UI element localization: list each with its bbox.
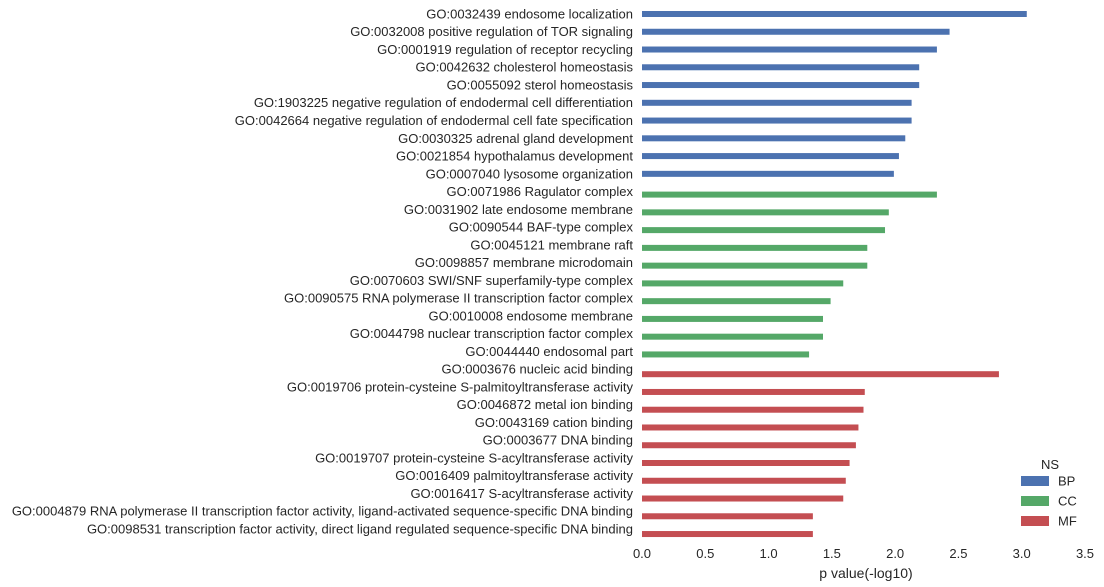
category-label: GO:0016409 palmitoyltransferase activity [395,468,633,483]
x-tick-label: 2.0 [886,546,904,561]
category-label: GO:0090575 RNA polymerase II transcripti… [284,291,633,306]
category-label: GO:0030325 adrenal gland development [398,131,633,146]
category-label: GO:0004879 RNA polymerase II transcripti… [12,504,633,519]
bar-cc [642,315,823,322]
category-label: GO:0019706 protein-cysteine S-palmitoylt… [287,379,634,394]
bar-mf [642,442,856,449]
category-label: GO:0046872 metal ion binding [457,397,633,412]
bar-cc [642,227,886,234]
bar-bp [642,135,906,142]
category-label: GO:0044440 endosomal part [465,344,633,359]
legend-swatch-cc [1021,496,1049,506]
category-label: GO:0031902 late endosome membrane [404,202,633,217]
bars-layer [642,11,1027,538]
legend-label-mf: MF [1058,513,1077,528]
bar-cc [642,333,823,340]
bar-mf [642,495,844,502]
category-label: GO:0044798 nuclear transcription factor … [350,326,634,341]
legend-label-bp: BP [1058,473,1075,488]
bar-cc [642,298,831,305]
bar-mf [642,424,859,431]
category-label: GO:0003677 DNA binding [483,433,633,448]
category-label: GO:0098531 transcription factor activity… [87,521,633,536]
bar-bp [642,11,1027,17]
category-label: GO:0001919 regulation of receptor recycl… [377,42,633,57]
bar-mf [642,531,813,538]
bar-cc [642,209,889,216]
category-label: GO:0010008 endosome membrane [428,308,633,323]
x-tick-label: 0.0 [633,546,651,561]
category-label: GO:0098857 membrane microdomain [415,255,633,270]
x-tick-label: 1.5 [823,546,841,561]
bar-bp [642,117,912,124]
bar-bp [642,82,920,89]
category-label: GO:0090544 BAF-type complex [449,220,634,235]
bar-cc [642,280,844,287]
category-label: GO:0007040 lysosome organization [426,166,633,181]
category-labels: GO:0032439 endosome localization GO:00320… [12,6,634,536]
category-label: GO:0019707 protein-cysteine S-acyltransf… [315,450,633,465]
category-label: GO:0071986 Ragulator complex [447,184,634,199]
category-label: GO:1903225 negative regulation of endode… [254,95,633,110]
bar-mf [642,406,864,413]
x-tick-label: 3.5 [1076,546,1094,561]
legend-swatch-bp [1021,476,1049,486]
x-axis-ticks: 0.0 0.5 1.0 1.5 2.0 2.5 3.0 3.5 [633,546,1094,561]
bar-mf [642,513,813,520]
category-label: GO:0045121 membrane raft [470,237,633,252]
category-label: GO:0003676 nucleic acid binding [441,362,633,377]
legend-title: NS [1041,457,1059,472]
category-label: GO:0016417 S-acyltransferase activity [410,486,633,501]
legend: NS BP CC MF [1021,457,1077,528]
bar-cc [642,351,810,358]
bar-bp [642,28,950,35]
bar-mf [642,371,999,378]
bar-bp [642,46,937,53]
category-label: GO:0070603 SWI/SNF superfamily-type comp… [350,273,634,288]
legend-label-cc: CC [1058,493,1077,508]
legend-swatch-mf [1021,516,1049,526]
bar-bp [642,170,894,177]
category-label: GO:0032439 endosome localization [426,6,633,21]
bar-mf [642,460,850,466]
bar-mf [642,477,846,484]
bar-cc [642,262,868,269]
bar-mf [642,388,865,395]
category-label: GO:0043169 cation binding [475,415,633,430]
category-label: GO:0042664 negative regulation of endode… [235,113,633,128]
bar-cc [642,244,868,251]
x-axis-title: p value(-log10) [819,565,912,581]
category-label: GO:0032008 positive regulation of TOR si… [350,24,633,39]
category-label: GO:0042632 cholesterol homeostasis [415,60,633,75]
x-tick-label: 3.0 [1013,546,1031,561]
x-tick-label: 0.5 [696,546,714,561]
category-label: GO:0055092 sterol homeostasis [447,77,634,92]
bar-bp [642,64,920,71]
x-tick-label: 1.0 [760,546,778,561]
legend-items: BP CC MF [1021,473,1077,528]
x-tick-label: 2.5 [949,546,967,561]
bar-cc [642,191,937,198]
category-label: GO:0021854 hypothalamus development [396,149,633,164]
bar-bp [642,153,899,160]
bar-bp [642,99,912,106]
